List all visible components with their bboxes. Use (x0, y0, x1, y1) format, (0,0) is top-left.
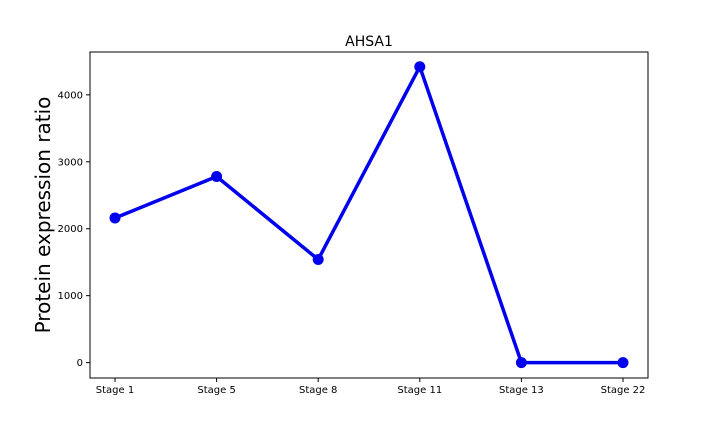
y-tick-label: 2000 (58, 224, 83, 235)
data-point (617, 357, 629, 369)
x-tick-label: Stage 8 (299, 385, 337, 396)
data-point (312, 254, 324, 266)
y-axis-label: Protein expression ratio (31, 97, 55, 334)
plot-area (89, 51, 649, 379)
y-axis-ticks: 0 1000 2000 3000 4000 (58, 90, 90, 369)
data-point (515, 357, 527, 369)
y-tick-label: 4000 (58, 90, 83, 101)
x-tick-label: Stage 13 (499, 385, 544, 396)
x-tick-label: Stage 5 (197, 385, 235, 396)
data-point (109, 212, 121, 224)
data-point (414, 61, 426, 73)
series-layer (109, 61, 629, 369)
x-tick-label: Stage 11 (397, 385, 442, 396)
series-line (114, 64, 623, 365)
y-tick-label: 0 (77, 358, 83, 369)
x-tick-label: Stage 22 (601, 385, 646, 396)
x-axis-ticks: Stage 1 Stage 5 Stage 8 Stage 11 Stage 13 Sta… (96, 378, 646, 396)
y-tick-label: 3000 (58, 157, 83, 168)
chart-title: AHSA1 (345, 34, 393, 50)
y-tick-label: 1000 (58, 291, 83, 302)
x-tick-label: Stage 1 (96, 385, 134, 396)
data-point (211, 171, 223, 183)
